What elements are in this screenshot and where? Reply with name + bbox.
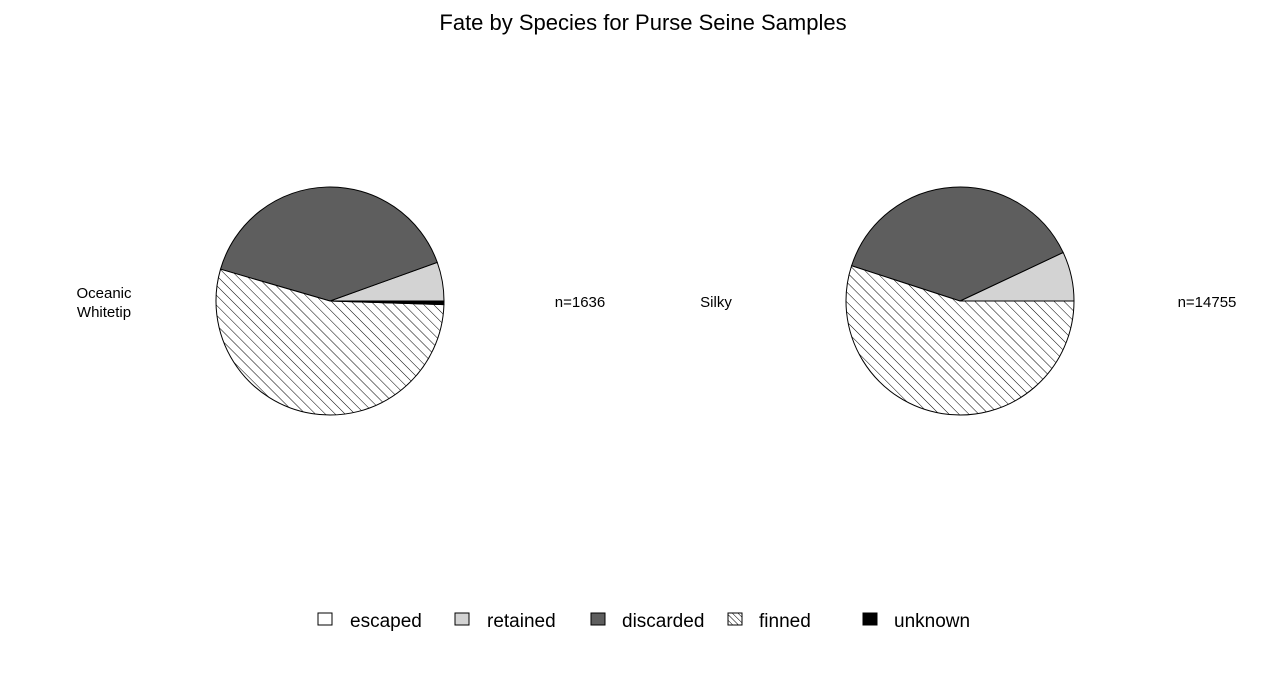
pie-slice-discarded-1: [219, 186, 438, 302]
legend-label-retained: retained: [487, 611, 556, 632]
legend-label-escaped: escaped: [350, 611, 422, 632]
legend-swatch-unknown: [862, 612, 878, 626]
legend: escaped retained discarded finned unknown: [317, 611, 970, 632]
legend-swatch-escaped: [317, 612, 333, 626]
pie-slice-finned-1: [215, 268, 445, 416]
species-label-line: Whitetip: [77, 304, 131, 321]
pies-group: Oceanic Whitetip n=1636 Silky n=14755: [76, 186, 1237, 416]
pie-slice-discarded-2: [850, 186, 1064, 302]
species-label-1: Oceanic Whitetip: [76, 285, 132, 321]
chart-title: Fate by Species for Purse Seine Samples: [439, 10, 846, 35]
species-label-line: Silky: [700, 294, 732, 311]
sample-size-label-1: n=1636: [555, 294, 605, 311]
legend-label-unknown: unknown: [894, 611, 970, 632]
legend-swatch-retained: [454, 612, 470, 626]
legend-swatch-discarded: [590, 612, 606, 626]
legend-swatch-finned: [727, 612, 743, 626]
pie-slice-unknown-1: [329, 300, 445, 306]
pie-slice-finned-2: [845, 265, 1075, 416]
legend-label-discarded: discarded: [622, 611, 704, 632]
species-label-line: Oceanic: [76, 285, 132, 302]
species-label-2: Silky: [700, 294, 732, 311]
sample-size-label-2: n=14755: [1178, 294, 1237, 311]
legend-label-finned: finned: [759, 611, 811, 632]
